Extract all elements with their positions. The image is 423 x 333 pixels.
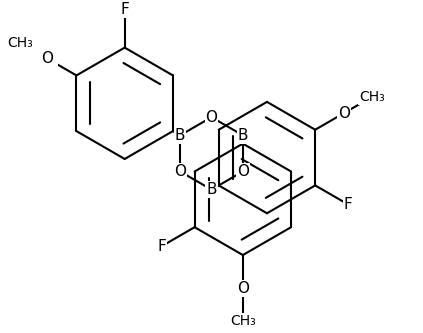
Text: O: O [41, 51, 54, 66]
Text: B: B [175, 128, 185, 143]
Text: B: B [238, 128, 248, 143]
Text: O: O [174, 164, 186, 179]
Text: O: O [237, 164, 249, 179]
Text: F: F [157, 239, 166, 254]
Text: CH₃: CH₃ [230, 314, 256, 328]
Text: O: O [206, 110, 217, 125]
Text: CH₃: CH₃ [7, 36, 33, 50]
Text: O: O [338, 106, 350, 121]
Text: F: F [343, 197, 352, 212]
Text: O: O [237, 281, 249, 296]
Text: CH₃: CH₃ [359, 90, 385, 104]
Text: B: B [206, 182, 217, 197]
Text: F: F [120, 2, 129, 17]
